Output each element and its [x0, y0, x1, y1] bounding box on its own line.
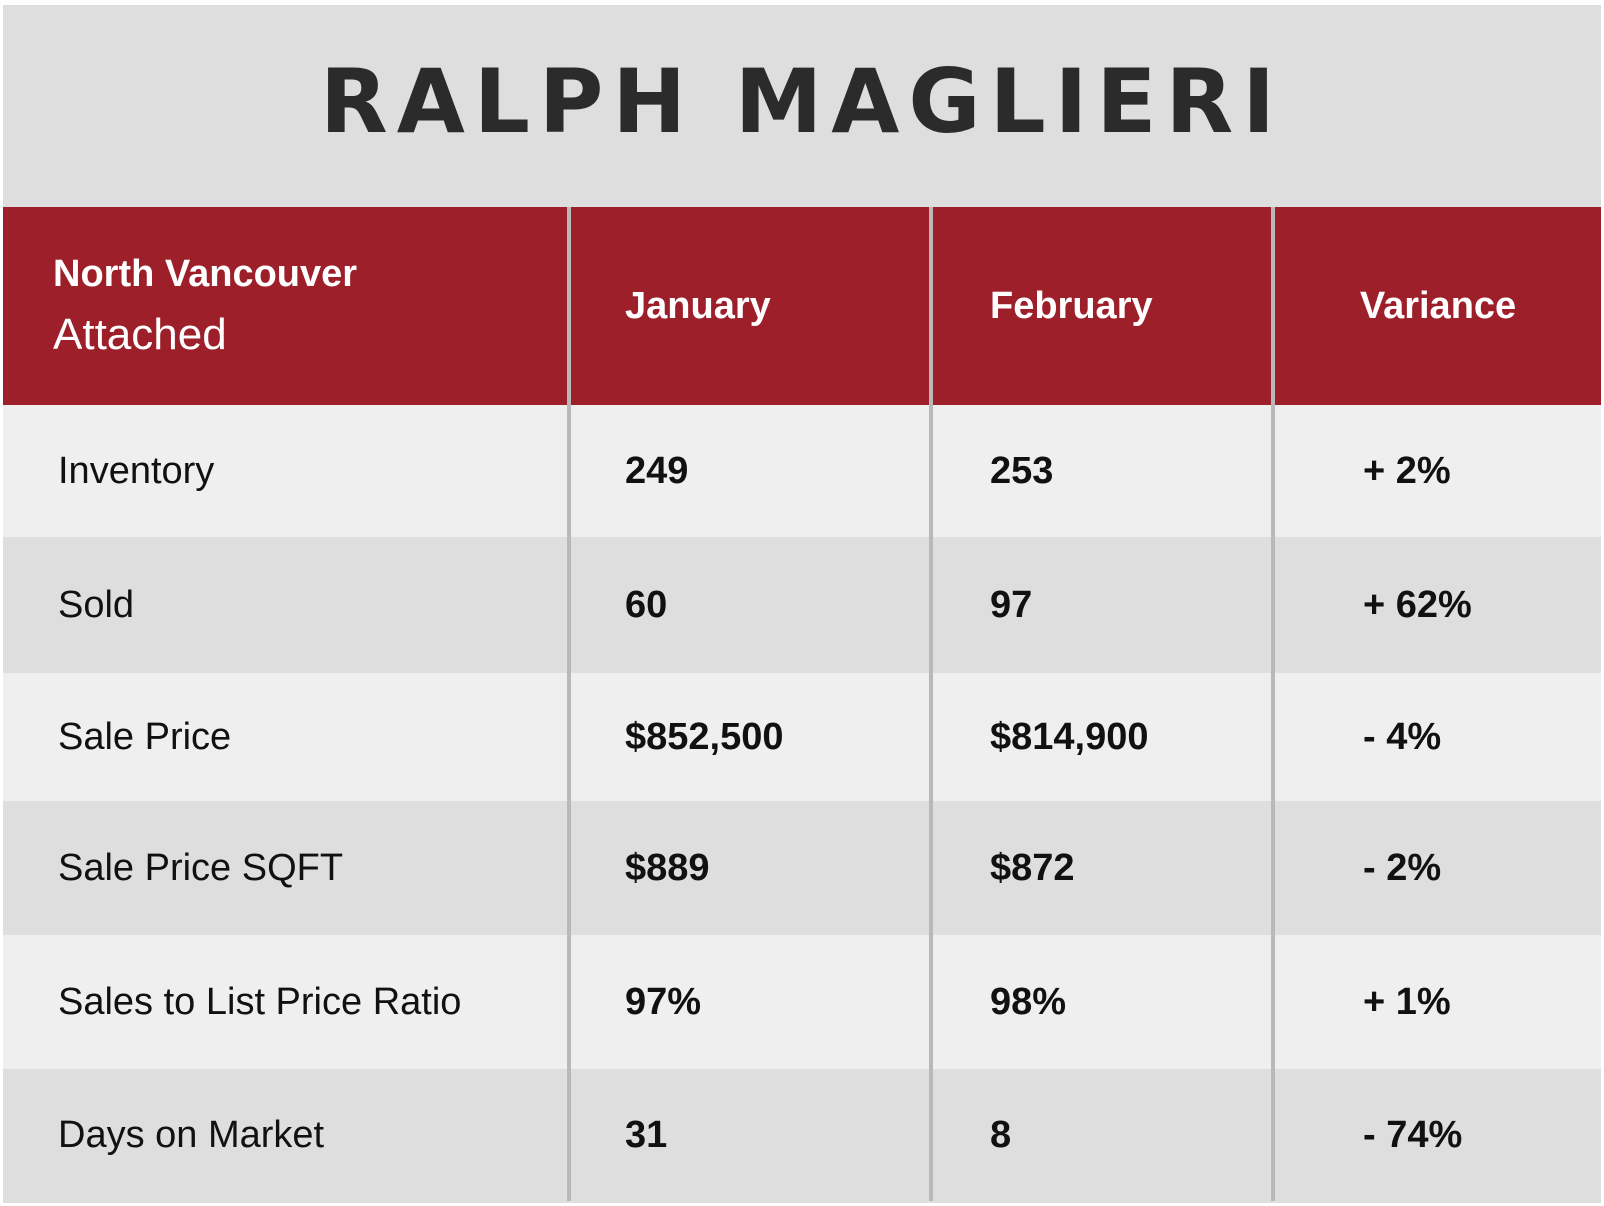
- table-row-sale-price-sqft: Sale Price SQFT $889 $872 - 2%: [3, 801, 1601, 935]
- metric-label: Sold: [58, 583, 135, 626]
- header-row: North Vancouver Attached January Februar…: [3, 207, 1601, 405]
- variance-value: + 2%: [1271, 405, 1601, 537]
- table-header: North Vancouver Attached January Februar…: [3, 207, 1601, 405]
- january-value: 249: [567, 405, 931, 537]
- brand-name: RALPH MAGLIERI: [319, 49, 1285, 153]
- january-value: $889: [567, 801, 931, 935]
- february-value: $872: [929, 801, 1273, 935]
- january-column-header: January: [567, 207, 931, 405]
- february-value: 253: [929, 405, 1273, 537]
- variance-value: - 74%: [1271, 1069, 1601, 1201]
- table-row-inventory: Inventory 249 253 + 2%: [3, 405, 1601, 537]
- variance-value: + 1%: [1271, 935, 1601, 1069]
- metric-label: Sale Price SQFT: [58, 846, 344, 889]
- market-report-card: RALPH MAGLIERI North Vancouver Attached …: [3, 5, 1601, 1203]
- february-value: 97: [929, 537, 1273, 673]
- table-row-sales-to-list-ratio: Sales to List Price Ratio 97% 98% + 1%: [3, 935, 1601, 1069]
- table-row-sold: Sold 60 97 + 62%: [3, 537, 1601, 673]
- table-row-sale-price: Sale Price $852,500 $814,900 - 4%: [3, 673, 1601, 801]
- february-value: 98%: [929, 935, 1273, 1069]
- january-value: 97%: [567, 935, 931, 1069]
- february-column-header: February: [929, 207, 1273, 405]
- variance-value: - 2%: [1271, 801, 1601, 935]
- market-stats-table: North Vancouver Attached January Februar…: [3, 207, 1601, 1201]
- february-value: $814,900: [929, 673, 1273, 801]
- january-value: $852,500: [567, 673, 931, 801]
- metric-label: Days on Market: [58, 1113, 325, 1156]
- february-value: 8: [929, 1069, 1273, 1201]
- metric-label: Sales to List Price Ratio: [58, 980, 462, 1023]
- january-value: 31: [567, 1069, 931, 1201]
- table-body: Inventory 249 253 + 2% Sold 60 97 + 62% …: [3, 405, 1601, 1201]
- metric-label: Inventory: [58, 449, 215, 492]
- variance-column-header: Variance: [1271, 207, 1601, 405]
- january-value: 60: [567, 537, 931, 673]
- variance-value: - 4%: [1271, 673, 1601, 801]
- metric-label: Sale Price: [58, 715, 232, 758]
- region-header-cell: North Vancouver Attached: [3, 207, 569, 405]
- brand-header: RALPH MAGLIERI: [3, 5, 1601, 205]
- property-type-label: Attached: [53, 309, 227, 359]
- variance-value: + 62%: [1271, 537, 1601, 673]
- region-label: North Vancouver: [53, 252, 358, 295]
- table-row-days-on-market: Days on Market 31 8 - 74%: [3, 1069, 1601, 1201]
